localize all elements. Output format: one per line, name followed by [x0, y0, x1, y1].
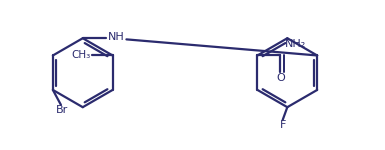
- Text: NH: NH: [108, 32, 125, 42]
- Text: O: O: [276, 73, 285, 83]
- Text: NH₂: NH₂: [285, 39, 306, 49]
- Text: CH₃: CH₃: [72, 50, 91, 60]
- Text: Br: Br: [56, 105, 68, 116]
- Text: F: F: [280, 120, 286, 130]
